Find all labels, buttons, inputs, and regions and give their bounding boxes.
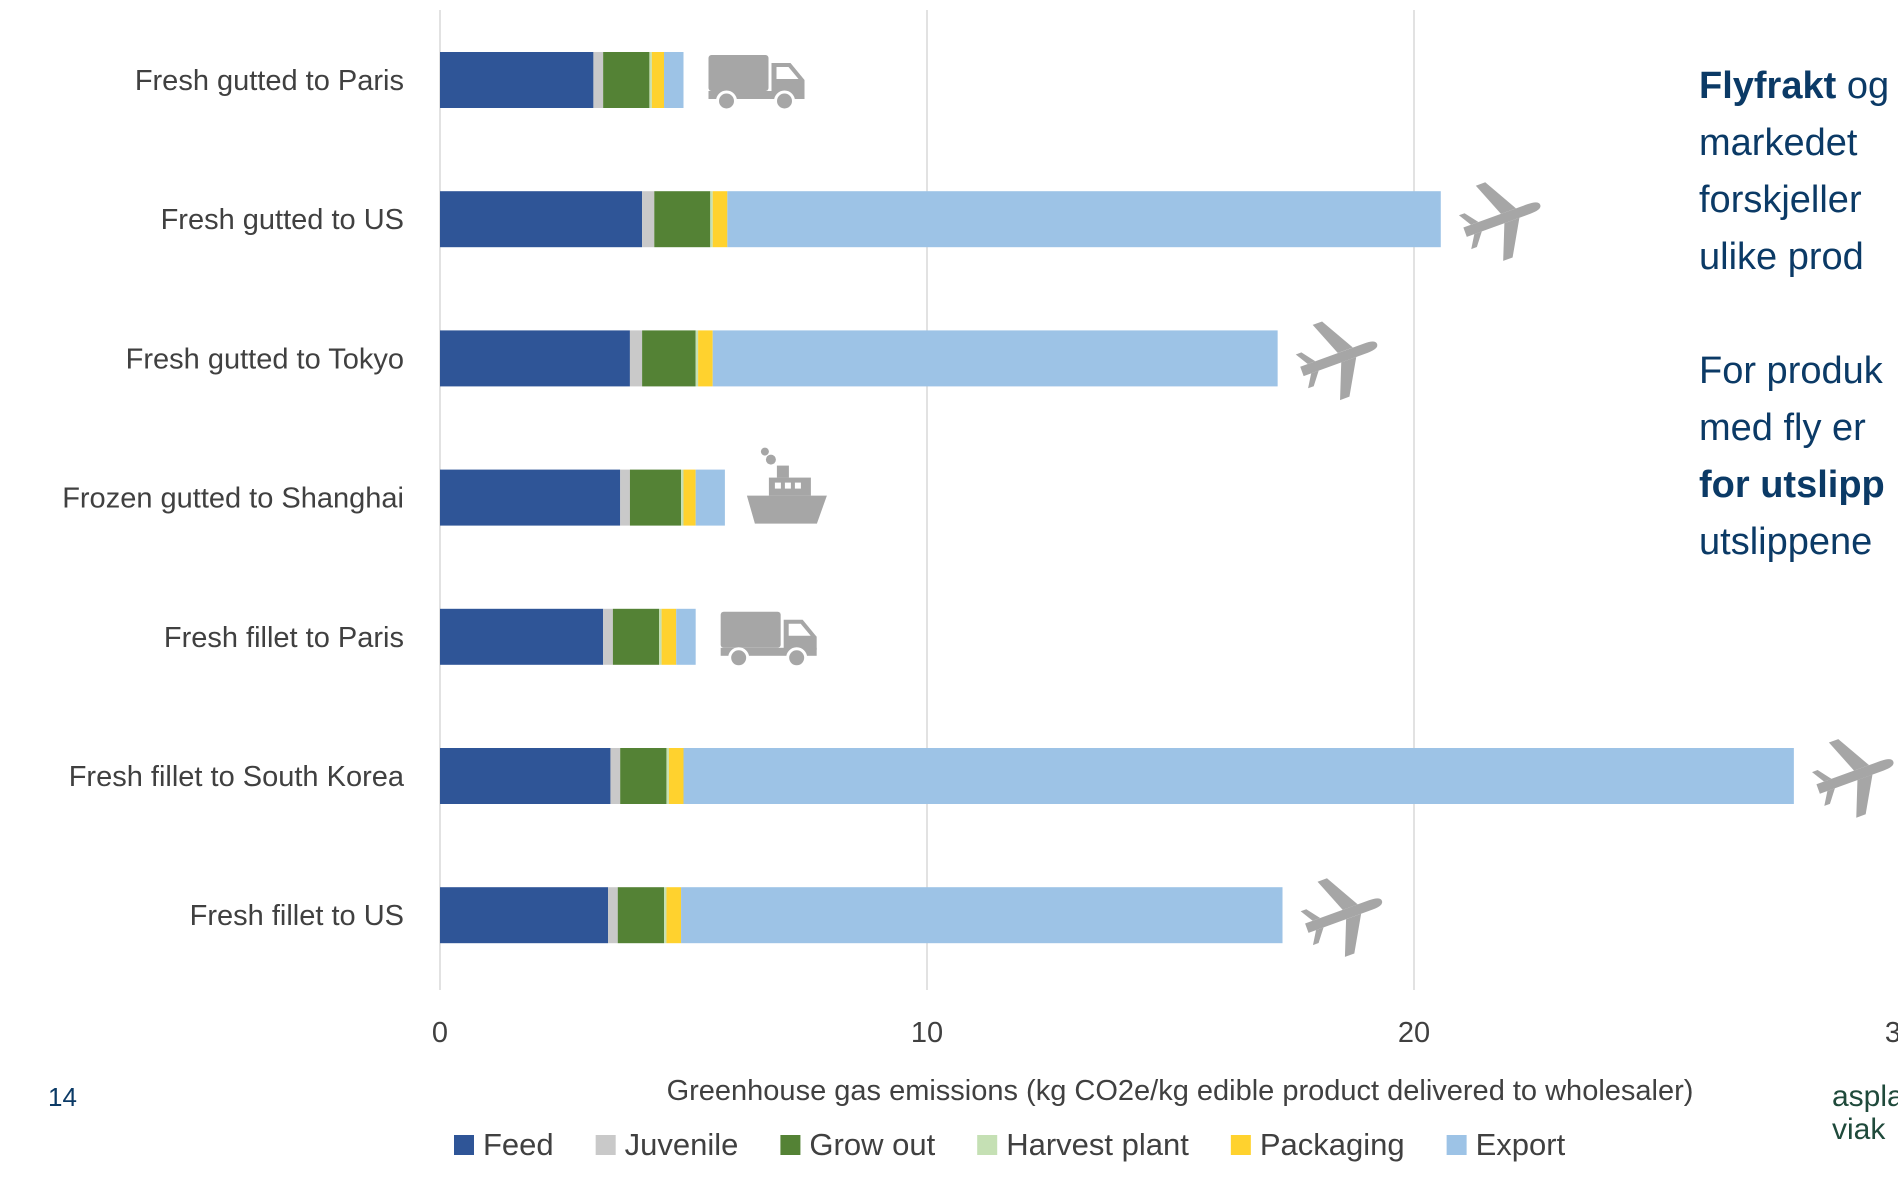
- category-label: Fresh gutted to US: [161, 204, 404, 236]
- legend-swatch: [1230, 1135, 1251, 1155]
- legend-label: Harvest plant: [1006, 1127, 1189, 1162]
- legend-item: Harvest plant: [977, 1127, 1189, 1162]
- bar-segment: [698, 330, 713, 387]
- bar-segment: [695, 469, 725, 526]
- legend-swatch: [780, 1135, 801, 1155]
- bar-segment: [651, 52, 665, 108]
- bar-segment: [649, 52, 652, 108]
- airplane-icon: [1458, 182, 1541, 261]
- bar-segment: [440, 52, 594, 108]
- logo-line-1: asplan: [1832, 1080, 1898, 1113]
- side-line-6: med fly er: [1699, 407, 1866, 449]
- bar-segment: [440, 608, 604, 665]
- page-number: 14: [48, 1082, 77, 1112]
- bar-segment: [617, 887, 665, 944]
- bar-segment: [440, 748, 611, 804]
- legend-item: Juvenile: [595, 1127, 739, 1162]
- bar-segment: [440, 191, 643, 248]
- side-line-3: forskjeller: [1699, 179, 1862, 221]
- bar-segment: [666, 887, 682, 944]
- side-line-1: Flyfrakt og: [1699, 65, 1890, 107]
- truck-icon: [708, 55, 805, 112]
- bar-segment: [683, 469, 696, 526]
- bar-segment: [668, 748, 684, 804]
- side-line-2: markedet: [1699, 122, 1858, 164]
- category-label: Fresh fillet to US: [190, 900, 404, 932]
- x-tick-label: 10: [911, 1017, 943, 1049]
- bar-segment: [683, 748, 1794, 804]
- transport-icons: [708, 55, 1894, 957]
- legend: Feed Juvenile Grow out Harvest plant Packagi…: [454, 1127, 1566, 1162]
- side-commentary: Flyfrakt og markedet forskjeller ulike p…: [1699, 58, 1898, 571]
- legend-item: Export: [1446, 1127, 1566, 1162]
- bar-segment: [695, 330, 699, 387]
- airplane-icon: [1295, 321, 1378, 401]
- category-label: Fresh gutted to Paris: [135, 65, 404, 97]
- bar-segment: [681, 887, 1283, 944]
- bar-segment: [642, 330, 696, 387]
- legend-swatch: [1446, 1135, 1467, 1155]
- bar-segment: [440, 887, 609, 944]
- bar-segment: [603, 608, 613, 665]
- truck-icon: [720, 611, 817, 669]
- legend-label: Grow out: [809, 1127, 935, 1162]
- x-tick-label: 20: [1398, 1017, 1430, 1049]
- legend-label: Feed: [483, 1127, 554, 1162]
- bar-segment: [603, 52, 650, 108]
- category-labels: Fresh gutted to Paris Fresh gutted to US F…: [62, 65, 405, 932]
- logo-line-2: viak: [1832, 1113, 1886, 1146]
- bar-segment: [629, 330, 643, 387]
- bar-segment: [710, 191, 713, 248]
- bar-segment: [642, 191, 655, 248]
- legend-item: Feed: [454, 1127, 554, 1162]
- bar-segment: [608, 887, 618, 944]
- category-label: Fresh fillet to Paris: [164, 622, 404, 654]
- bar-segment: [610, 748, 621, 804]
- bar-segment: [661, 608, 677, 665]
- category-label: Fresh fillet to South Korea: [69, 761, 405, 793]
- airplane-icon: [1811, 739, 1894, 818]
- bar-segment: [620, 748, 667, 804]
- x-tick-label: 30: [1885, 1017, 1898, 1049]
- bar-segment: [440, 330, 630, 387]
- side-line-8: utslippene: [1699, 521, 1873, 563]
- category-label: Frozen gutted to Shanghai: [62, 483, 404, 515]
- bar-segment: [727, 191, 1441, 248]
- legend-swatch: [977, 1135, 998, 1155]
- bar-segment: [593, 52, 604, 108]
- side-line-4: ulike prod: [1699, 236, 1864, 278]
- bar-segment: [664, 887, 667, 944]
- side-line-7: for utslipp: [1699, 464, 1885, 506]
- side-line-5: For produk: [1699, 350, 1883, 392]
- legend-item: Grow out: [780, 1127, 936, 1162]
- legend-label: Packaging: [1260, 1127, 1405, 1162]
- legend-item: Packaging: [1230, 1127, 1405, 1162]
- bar-segment: [629, 469, 682, 526]
- airplane-icon: [1300, 878, 1383, 957]
- x-axis-title: Greenhouse gas emissions (kg CO2e/kg edi…: [667, 1075, 1694, 1107]
- bar-segment: [612, 608, 660, 665]
- x-tick-labels: 0 10 20 30: [432, 1017, 1898, 1049]
- bar-segment: [654, 191, 711, 248]
- bar-stacks: [440, 52, 1794, 944]
- company-logo: asplan viak: [1832, 1080, 1898, 1146]
- bar-segment: [620, 469, 630, 526]
- bar-segment: [440, 469, 621, 526]
- category-label: Fresh gutted to Tokyo: [126, 343, 404, 375]
- x-tick-label: 0: [432, 1017, 448, 1049]
- bar-segment: [712, 191, 728, 248]
- bar-segment: [712, 330, 1278, 387]
- bar-segment: [676, 608, 696, 665]
- legend-label: Juvenile: [625, 1127, 739, 1162]
- legend-swatch: [595, 1135, 616, 1155]
- ship-icon: [746, 447, 827, 524]
- bar-segment: [664, 52, 684, 108]
- legend-swatch: [454, 1135, 474, 1155]
- bar-segment: [681, 469, 684, 526]
- bar-segment: [659, 608, 662, 665]
- bar-segment: [666, 748, 669, 804]
- legend-label: Export: [1476, 1127, 1566, 1162]
